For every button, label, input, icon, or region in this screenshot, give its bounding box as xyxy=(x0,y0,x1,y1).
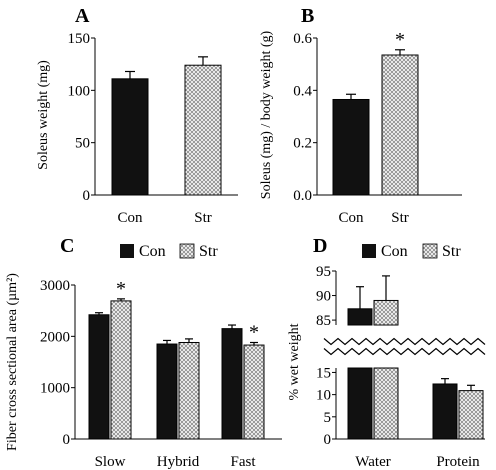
y-tick-label: 0 xyxy=(63,432,71,448)
panel-b: B 0.0 0.2 0.4 0.6 * Con Str Soleus (mg) / bo… xyxy=(259,5,462,226)
bar-water-str-lower xyxy=(373,367,399,440)
panel-b-yaxis: 0.0 0.2 0.4 0.6 xyxy=(293,31,462,204)
y-tick-label: 85 xyxy=(316,313,331,329)
legend-label-str-d: Str xyxy=(442,243,461,260)
panel-b-xlabels: Con Str xyxy=(338,210,408,226)
x-tick-label: Hybrid xyxy=(157,454,200,470)
axis-break-line-lower xyxy=(323,347,486,356)
legend-label-str-c: Str xyxy=(199,243,218,260)
y-tick-label: 0.2 xyxy=(293,136,312,152)
panel-label-b: B xyxy=(301,5,314,27)
y-tick-label: 90 xyxy=(316,289,331,305)
panel-a-bars xyxy=(111,56,222,196)
bar-str xyxy=(381,54,419,196)
x-tick-label: Str xyxy=(194,210,212,226)
bar-con xyxy=(111,78,149,196)
bar-protein-str xyxy=(458,390,484,440)
significance-marker: * xyxy=(116,278,126,300)
y-tick-label: 0.6 xyxy=(293,31,312,47)
y-tick-label: 50 xyxy=(75,136,90,152)
y-tick-label: 100 xyxy=(68,83,91,99)
x-tick-label: Protein xyxy=(436,454,480,470)
x-tick-label: Str xyxy=(391,210,409,226)
y-tick-label: 3000 xyxy=(40,278,70,294)
panel-label-a: A xyxy=(75,5,90,27)
legend-swatch-con-c xyxy=(120,244,134,258)
panel-label-c: C xyxy=(60,235,74,257)
panel-label-d: D xyxy=(313,235,327,257)
panel-d-ylabel: % wet weight xyxy=(287,323,302,400)
legend-swatch-str-d xyxy=(422,243,438,259)
y-tick-label: 95 xyxy=(316,264,331,280)
panel-c-xlabels: Slow Hybrid Fast xyxy=(95,454,257,470)
panel-c-legend: Con Str xyxy=(120,243,218,260)
panel-d-bars xyxy=(323,275,487,440)
bar-water-str-upper xyxy=(373,299,399,326)
y-tick-label: 0 xyxy=(83,188,91,204)
bar-hybrid-str xyxy=(178,341,200,440)
significance-marker: * xyxy=(249,321,259,343)
y-tick-label: 10 xyxy=(316,388,331,404)
panel-a: A 0 50 100 150 Con Str Soleus weight (mg) xyxy=(36,5,238,226)
x-tick-label: Slow xyxy=(95,454,126,470)
x-tick-label: Con xyxy=(117,210,143,226)
bar-hybrid-con xyxy=(156,343,178,440)
y-tick-label: 150 xyxy=(68,31,91,47)
panel-d-xlabels: Water Protein xyxy=(355,454,480,470)
x-tick-label: Water xyxy=(355,454,390,470)
bar-str xyxy=(184,64,222,196)
bar-fast-con xyxy=(221,328,243,440)
panel-a-ylabel: Soleus weight (mg) xyxy=(36,60,51,170)
bar-water-con-upper xyxy=(347,308,373,326)
bar-slow-con xyxy=(88,314,110,440)
bar-protein-con xyxy=(432,383,458,440)
panel-c-ylabel: Fiber cross sectional area (µm²) xyxy=(5,273,20,451)
panel-a-xlabels: Con Str xyxy=(117,210,211,226)
bar-con xyxy=(332,98,370,196)
x-tick-label: Con xyxy=(338,210,364,226)
panel-b-bars: * xyxy=(332,29,419,196)
legend-label-con-d: Con xyxy=(381,243,408,260)
significance-marker: * xyxy=(395,29,405,51)
legend-swatch-con-d xyxy=(362,244,376,258)
y-tick-label: 2000 xyxy=(40,329,70,345)
panel-b-ylabel: Soleus (mg) / body weight (g) xyxy=(259,30,274,199)
bar-water-con-lower xyxy=(347,367,373,440)
legend-swatch-str-c xyxy=(179,243,195,259)
bar-fast-str xyxy=(243,344,265,440)
y-tick-label: 1000 xyxy=(40,381,70,397)
bar-slow-str xyxy=(110,300,132,440)
panel-c-bars: ** xyxy=(88,278,265,440)
panel-d-legend: Con Str xyxy=(362,243,461,260)
y-tick-label: 0.0 xyxy=(293,188,312,204)
x-tick-label: Fast xyxy=(230,454,256,470)
axis-break-line-upper xyxy=(323,337,486,346)
y-tick-label: 0 xyxy=(324,432,332,448)
y-tick-label: 15 xyxy=(316,365,331,381)
y-tick-label: 0.4 xyxy=(293,83,312,99)
panel-d-yaxis: 0 5 10 15 85 90 95 xyxy=(316,264,485,448)
panel-d: D Con Str 0 5 10 15 85 90 95 Water Protein % we… xyxy=(287,235,487,470)
legend-label-con-c: Con xyxy=(139,243,166,260)
y-tick-label: 5 xyxy=(324,410,332,426)
